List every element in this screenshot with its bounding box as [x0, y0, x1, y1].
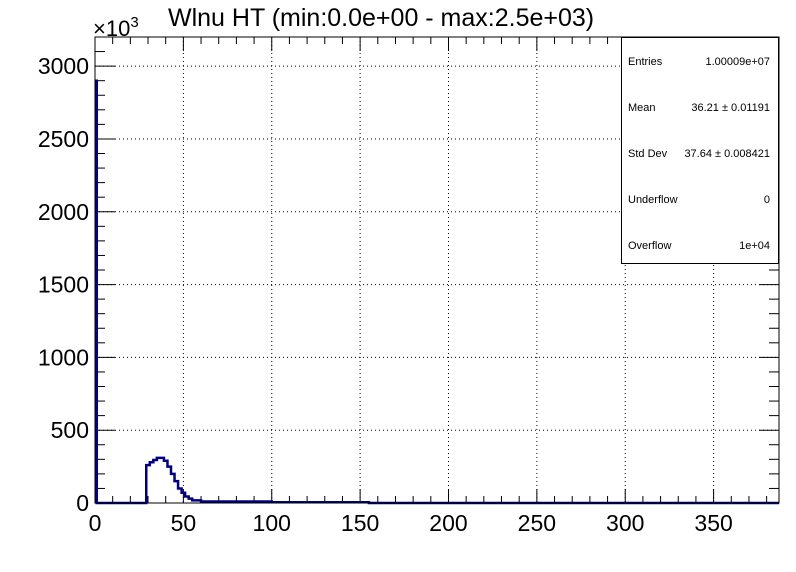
stats-underflow-row: Underflow 0 [628, 194, 770, 206]
stats-stddev-row: Std Dev 37.64 ± 0.008421 [628, 148, 770, 160]
stats-mean-row: Mean 36.21 ± 0.01191 [628, 102, 770, 114]
underflow-value: 0 [763, 194, 770, 206]
stats-overflow-row: Overflow 1e+04 [628, 240, 770, 252]
x-tick-label: 250 [518, 510, 556, 536]
underflow-label: Underflow [628, 194, 678, 206]
overflow-label: Overflow [628, 240, 672, 252]
x-tick-label: 50 [171, 510, 197, 536]
stats-box: Entries 1.00009e+07 Mean 36.21 ± 0.01191… [621, 37, 779, 264]
x-tick-label: 350 [694, 510, 732, 536]
entries-value: 1.00009e+07 [705, 56, 770, 68]
y-axis-multiplier: ×103 [93, 14, 139, 41]
chart-title: Wlnu HT (min:0.0e+00 - max:2.5e+03) [168, 4, 595, 32]
y-axis-tick-labels: 0 500 1000 1500 2000 2500 3000 [38, 53, 89, 516]
mean-value: 36.21 ± 0.01191 [691, 102, 770, 114]
stats-entries-row: Entries 1.00009e+07 [628, 56, 770, 68]
series-line [95, 79, 779, 505]
plot-frame [94, 36, 780, 504]
stddev-value: 37.64 ± 0.008421 [684, 148, 770, 160]
y-tick-label: 3000 [38, 53, 89, 79]
x-tick-label: 100 [253, 510, 291, 536]
y-tick-label: 2500 [38, 126, 89, 152]
x-tick-label: 150 [341, 510, 379, 536]
x-tick-label: 200 [429, 510, 467, 536]
y-tick-label: 0 [76, 490, 89, 516]
overflow-value: 1e+04 [739, 240, 770, 252]
y-tick-label: 2000 [38, 199, 89, 225]
y-tick-label: 1000 [38, 344, 89, 370]
y-tick-label: 500 [51, 417, 89, 443]
x-tick-label: 0 [89, 510, 102, 536]
mean-label: Mean [628, 102, 656, 114]
grid-lines [95, 37, 779, 503]
x-tick-label: 300 [606, 510, 644, 536]
entries-label: Entries [628, 56, 663, 68]
stddev-label: Std Dev [628, 148, 668, 160]
x-axis-tick-labels: 0 50 100 150 200 250 300 350 [89, 510, 733, 536]
y-tick-label: 1500 [38, 272, 89, 298]
